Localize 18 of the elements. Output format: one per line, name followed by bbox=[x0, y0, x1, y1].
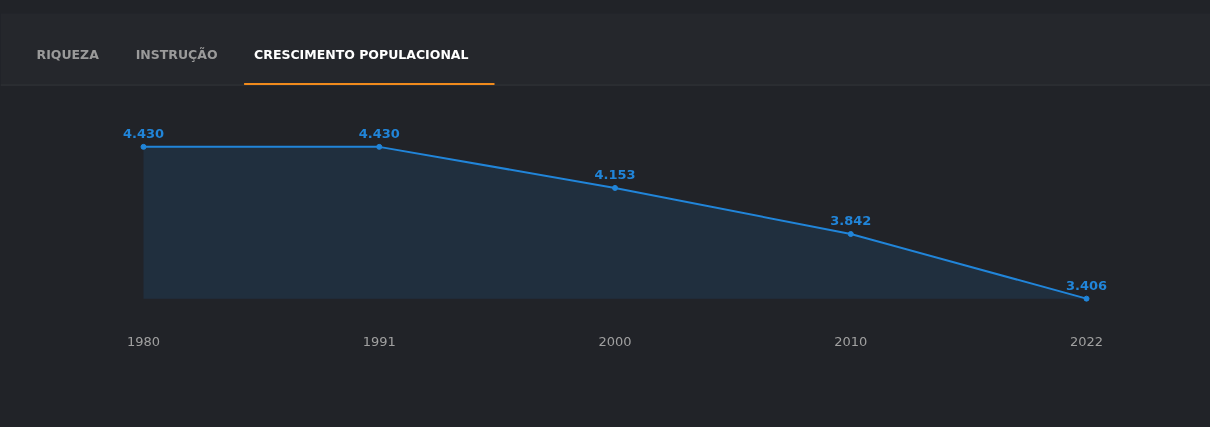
x-tick-label: 2000 bbox=[598, 333, 632, 349]
x-tick-label: 1980 bbox=[126, 333, 161, 349]
text: RIQUEZA bbox=[36, 47, 100, 63]
x-tick-label: 2022 bbox=[1069, 333, 1104, 349]
data-label: 4.153 bbox=[594, 166, 636, 182]
point bbox=[376, 143, 383, 150]
point bbox=[847, 231, 854, 238]
point bbox=[612, 184, 618, 191]
point bbox=[1083, 295, 1090, 302]
text: INSTRUÇÃO bbox=[135, 47, 218, 63]
chart-title: CRESCIMENTO POPULACIONAL bbox=[254, 47, 469, 63]
data-label: 4.430 bbox=[358, 125, 400, 141]
data-label: 3.842 bbox=[830, 213, 872, 229]
x-tick-label: 1991 bbox=[362, 333, 396, 349]
data-label: 3.406 bbox=[1065, 277, 1108, 293]
x-tick-label: 2010 bbox=[834, 333, 868, 349]
data-label: 4.430 bbox=[122, 125, 165, 141]
point bbox=[140, 143, 147, 150]
